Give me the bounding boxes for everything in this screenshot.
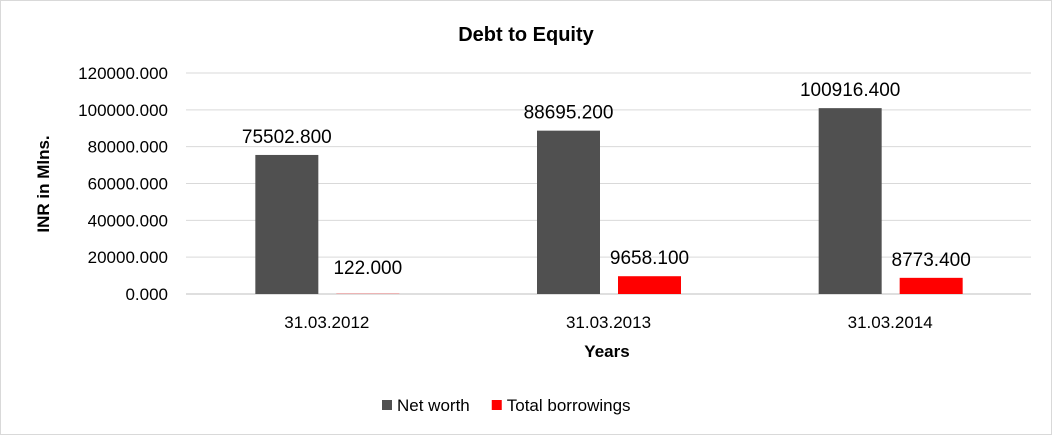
bar-net-worth: [255, 154, 319, 294]
data-label: 88695.200: [524, 103, 614, 124]
y-tick-label: 120000.000: [78, 64, 168, 83]
chart-title: Debt to Equity: [458, 24, 594, 46]
x-tick-label: 31.03.2012: [284, 313, 369, 332]
y-axis-label: INR in Mlns.: [34, 135, 53, 232]
x-tick-label: 31.03.2014: [848, 313, 933, 332]
y-tick-label: 20000.000: [88, 248, 168, 267]
bar-net-worth: [537, 130, 600, 294]
legend-swatch: [491, 400, 502, 410]
data-label: 75502.800: [242, 127, 332, 148]
legend-label: Total borrowings: [507, 396, 631, 415]
bar-total-borrowings: [618, 276, 681, 294]
y-tick-label: 40000.000: [88, 211, 168, 230]
y-tick-label: 80000.000: [88, 138, 168, 157]
data-label: 122.000: [333, 258, 402, 279]
data-label: 100916.400: [800, 80, 900, 101]
bar-net-worth: [818, 108, 882, 294]
data-label: 8773.400: [892, 250, 971, 271]
y-tick-label: 0.000: [125, 285, 168, 304]
legend-swatch: [382, 400, 392, 410]
y-tick-label: 60000.000: [88, 175, 168, 194]
data-label: 9658.100: [610, 248, 689, 269]
x-tick-label: 31.03.2013: [566, 313, 651, 332]
x-axis-label: Years: [584, 342, 629, 361]
bar-total-borrowings: [899, 277, 963, 294]
legend-label: Net worth: [397, 396, 470, 415]
y-tick-label: 100000.000: [78, 101, 168, 120]
